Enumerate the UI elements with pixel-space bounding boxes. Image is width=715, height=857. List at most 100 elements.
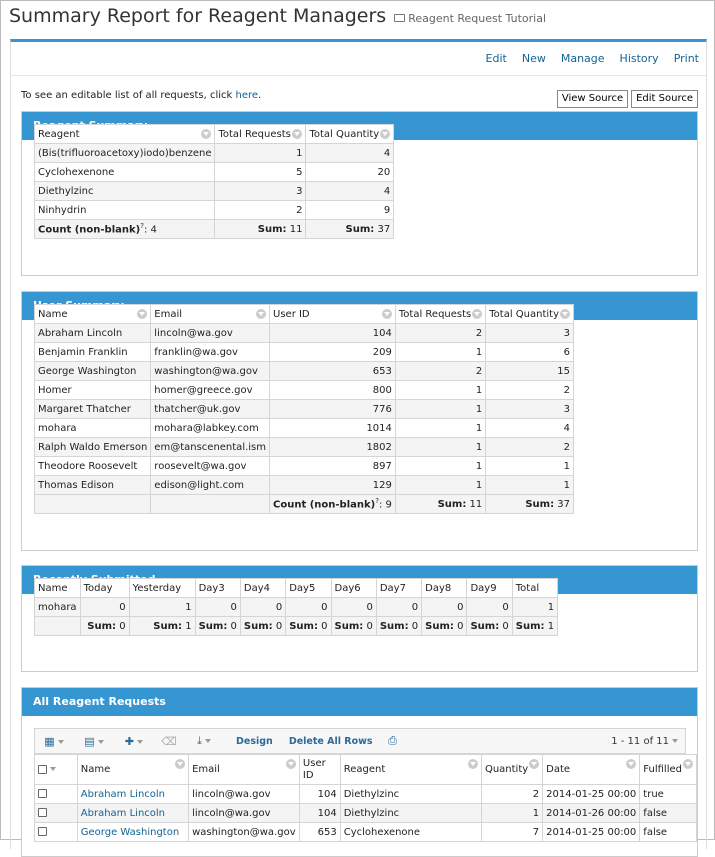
col-day7[interactable]: Day7 [375,578,423,598]
page-header: Summary Report for Reagent Managers Reag… [1,1,714,37]
reagent-summary-table: Reagent Total Requests Total Quantity (B… [33,124,395,239]
view-source-button[interactable]: View Source [556,90,629,108]
col-quantity[interactable]: Quantity [480,754,544,785]
row-checkbox[interactable] [38,789,47,798]
column-menu-icon[interactable] [683,759,693,769]
intro-text: To see an editable list of all requests,… [21,90,261,101]
menu-history[interactable]: History [619,52,659,65]
here-link[interactable]: here [235,90,259,101]
col-day6[interactable]: Day6 [330,578,377,598]
column-menu-icon[interactable] [201,129,212,139]
col-date[interactable]: Date [542,754,641,785]
menu-print[interactable]: Print [673,52,699,65]
table-row: Theodore Roosevelt roosevelt@wa.gov 897 1 1 [33,456,575,476]
col-name[interactable]: Name [34,578,81,598]
wiki-webpart: Edit New Manage History Print To see an … [10,39,707,857]
menu-manage[interactable]: Manage [560,52,605,65]
column-menu-icon[interactable] [256,309,267,319]
row-checkbox[interactable] [38,808,47,817]
col-total[interactable]: Total [511,578,559,598]
edit-source-button[interactable]: Edit Source [631,90,698,108]
recently-submitted-table: Name Today Yesterday Day3 Day4 Day5 Day6… [34,578,559,636]
folder-icon [394,14,406,22]
table-row: Thomas Edison edison@light.com 129 1 1 [33,475,575,495]
col-name[interactable]: Name [76,754,190,785]
table-row: Homer homer@greece.gov 800 1 2 [33,380,575,400]
menu-edit[interactable]: Edit [485,52,507,65]
column-menu-icon[interactable] [380,129,391,139]
col-reagent[interactable]: Reagent [339,754,482,785]
aggregate-row: Sum: 0 Sum: 1 Sum: 0 Sum: 0 Sum: 0 Sum: … [34,616,559,636]
table-row: Abraham Lincoln lincoln@wa.gov 104 2 3 [33,323,575,343]
column-menu-icon[interactable] [626,759,637,769]
grid-view-icon[interactable]: ▦ [34,735,74,748]
source-buttons: View Source Edit Source [556,90,698,108]
col-day5[interactable]: Day5 [285,578,332,598]
row-checkbox[interactable] [38,827,47,836]
menu-new[interactable]: New [521,52,546,65]
table-row: mohara mohara@labkey.com 1014 1 4 [33,418,575,438]
column-menu-icon[interactable] [381,309,392,319]
col-fulfilled[interactable]: Fulfilled [639,754,697,785]
col-reagent[interactable]: Reagent [33,124,216,144]
col-email[interactable]: Email [188,754,300,785]
table-row: Cyclohexenone 5 20 [33,162,395,182]
table-row: Ralph Waldo Emerson em@tanscenental.ism 18… [33,437,575,457]
recently-submitted-panel: Recently Submitted Name Today Yesterday … [21,565,698,672]
col-user-id[interactable]: User ID [269,304,396,324]
column-menu-icon[interactable] [529,759,540,769]
column-menu-icon[interactable] [292,129,303,139]
aggregate-row: Count (non-blank)?: 9 Sum: 11 Sum: 37 [33,494,575,514]
all-requests-panel: All Reagent Requests ▦ ▤ ✚ ⌫ ⤓ Design De… [21,687,698,857]
folder-breadcrumb[interactable]: Reagent Request Tutorial [394,12,546,25]
table-row: George Washington washington@wa.gov 653 2 15 [33,361,575,381]
column-menu-icon[interactable] [175,759,186,769]
column-menu-icon[interactable] [285,759,296,769]
col-today[interactable]: Today [79,578,130,598]
chart-icon[interactable]: ▤ [74,735,114,748]
aggregate-row: Count (non-blank)?: 4 Sum: 11 Sum: 37 [33,219,395,239]
all-requests-title: All Reagent Requests [22,688,697,716]
column-menu-icon[interactable] [137,309,148,319]
table-row: Ninhydrin 2 9 [33,200,395,220]
trash-icon[interactable]: ⌫ [161,734,177,748]
select-all-column[interactable] [34,754,78,785]
column-menu-icon[interactable] [472,309,483,319]
col-total-requests[interactable]: Total Requests [394,304,487,324]
folder-name[interactable]: Reagent Request Tutorial [408,11,547,25]
paging-info[interactable]: 1 - 11 of 11 [611,736,678,747]
print-icon[interactable]: ⎙ [388,734,397,747]
user-summary-panel: User Summary Name Email User ID Total Re… [21,291,698,551]
col-yesterday[interactable]: Yesterday [128,578,196,598]
table-row: Diethylzinc 3 4 [33,181,395,201]
column-menu-icon[interactable] [560,309,571,319]
col-total-requests[interactable]: Total Requests [214,124,307,144]
col-day3[interactable]: Day3 [194,578,241,598]
table-row: Abraham Lincoln lincoln@wa.gov 104 Diethyl… [34,784,697,804]
column-menu-icon[interactable] [467,759,478,769]
page-title: Summary Report for Reagent Managers [9,5,387,27]
col-day4[interactable]: Day4 [239,578,287,598]
table-row: mohara 0 1 0 0 0 0 0 0 0 1 [34,597,559,617]
intro-sentence: To see an editable list of all requests,… [21,90,236,101]
delete-all-rows-button[interactable]: Delete All Rows [288,735,373,747]
col-day9[interactable]: Day9 [466,578,513,598]
user-link[interactable]: George Washington [80,826,180,838]
grid-toolbar: ▦ ▤ ✚ ⌫ ⤓ Design Delete All Rows ⎙ 1 - 1… [34,728,686,754]
design-button[interactable]: Design [236,735,273,747]
col-user-id[interactable]: User ID [298,754,341,785]
webpart-menu: Edit New Manage History Print [11,42,706,76]
reagent-summary-panel: Reagent Summary Reagent Total Requests T… [21,111,698,276]
user-link[interactable]: Abraham Lincoln [80,807,166,819]
col-name[interactable]: Name [33,304,152,324]
col-day8[interactable]: Day8 [421,578,468,598]
all-requests-table: Name Email User ID Reagent Quantity Date… [34,754,697,842]
col-total-quantity[interactable]: Total Quantity [485,304,575,324]
user-link[interactable]: Abraham Lincoln [80,788,166,800]
col-email[interactable]: Email [150,304,271,324]
select-all-checkbox[interactable] [38,764,47,774]
col-total-quantity[interactable]: Total Quantity [305,124,395,144]
export-icon[interactable]: ⤓ [184,734,224,748]
table-row: (Bis(trifluoroacetoxy)iodo)benzene 1 4 [33,143,395,163]
insert-plus-icon[interactable]: ✚ [114,735,154,748]
